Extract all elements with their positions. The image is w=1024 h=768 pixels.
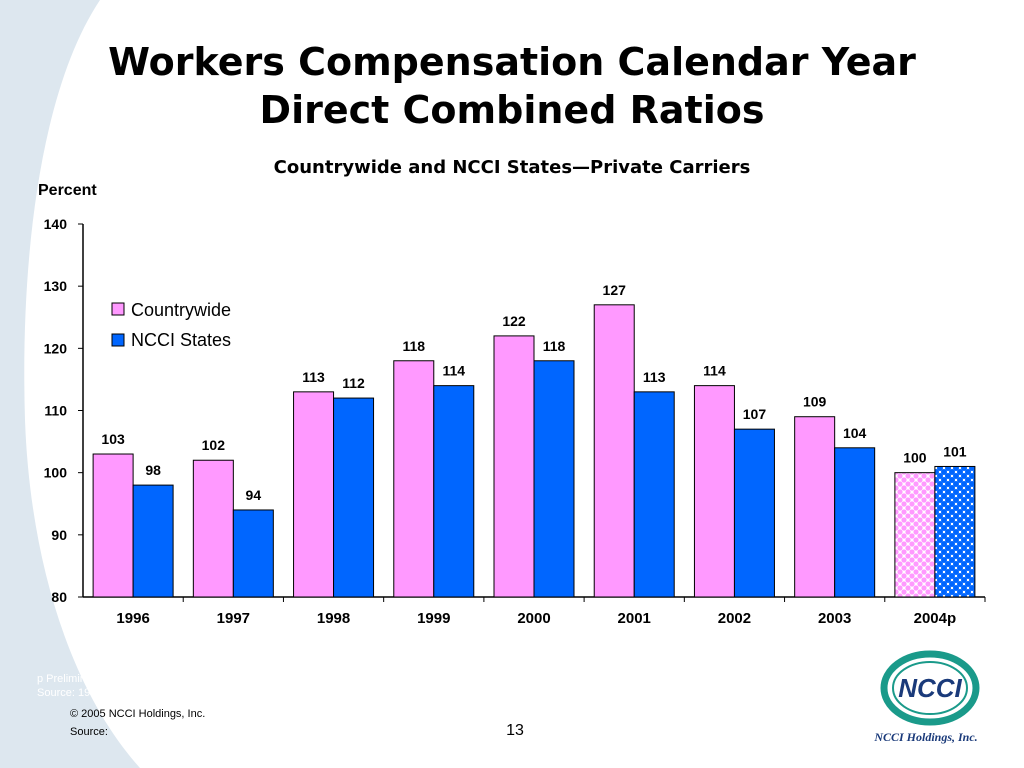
bar-ncci-states bbox=[232, 509, 274, 598]
x-tick-label: 1998 bbox=[317, 610, 350, 627]
data-label: 113 bbox=[643, 369, 666, 385]
data-label: 101 bbox=[943, 443, 967, 459]
chart-subtitle: Countrywide and NCCI States—Private Carr… bbox=[273, 157, 751, 178]
bar-countrywide bbox=[493, 335, 535, 598]
bar-ncci-states bbox=[733, 428, 775, 598]
y-tick-label: 90 bbox=[51, 527, 67, 543]
x-tick-label: 2004p bbox=[914, 610, 957, 627]
page-title: Workers Compensation Calendar Year Direc… bbox=[0, 38, 1024, 134]
data-label: 107 bbox=[743, 406, 767, 422]
data-label: 94 bbox=[246, 487, 262, 503]
bar-chart: Percent 80 90 100 110 120 130 140 1996 103 98 1997… bbox=[38, 182, 986, 627]
bar-ncci-states bbox=[633, 391, 675, 598]
title-line-1: Workers Compensation Calendar Year bbox=[108, 40, 916, 84]
y-tick-label: 110 bbox=[44, 403, 67, 419]
data-label: 122 bbox=[502, 313, 526, 329]
source-label: Source: bbox=[70, 726, 108, 738]
data-label: 103 bbox=[101, 431, 125, 447]
x-tick-label: 1996 bbox=[116, 610, 149, 627]
data-label: 118 bbox=[402, 338, 425, 354]
data-label: 104 bbox=[843, 425, 867, 441]
bar-ncci-states bbox=[333, 397, 375, 598]
data-label: 109 bbox=[803, 394, 827, 410]
bar-countrywide bbox=[293, 391, 335, 598]
bar-ncci-states bbox=[934, 465, 976, 598]
x-tick-label: 2001 bbox=[618, 610, 651, 627]
x-tick-label: 2000 bbox=[517, 610, 550, 627]
bar-countrywide bbox=[894, 472, 936, 598]
bar-ncci-states bbox=[533, 360, 575, 598]
footnote-source: Source: 1996-2003, Best's Aggregates & A… bbox=[37, 687, 354, 699]
data-label: 112 bbox=[342, 375, 365, 391]
data-label: 114 bbox=[442, 363, 465, 379]
data-label: 98 bbox=[145, 462, 161, 478]
y-tick-label: 130 bbox=[44, 278, 68, 294]
data-label: 102 bbox=[202, 437, 226, 453]
bar-countrywide bbox=[92, 453, 134, 598]
x-tick-label: 2002 bbox=[718, 610, 751, 627]
y-tick-label: 80 bbox=[51, 589, 67, 605]
legend-label-countrywide: Countrywide bbox=[131, 300, 231, 320]
bar-ncci-states bbox=[132, 484, 174, 598]
data-label: 113 bbox=[302, 369, 325, 385]
bar-countrywide bbox=[794, 416, 836, 598]
chart-legend: Countrywide NCCI States bbox=[111, 300, 231, 350]
legend-swatch-countrywide bbox=[111, 302, 125, 316]
x-tick-label: 1997 bbox=[217, 610, 250, 627]
title-line-2: Direct Combined Ratios bbox=[259, 88, 765, 132]
y-tick-label: 100 bbox=[44, 465, 68, 481]
bar-countrywide bbox=[593, 304, 635, 598]
x-tick-label: 2003 bbox=[818, 610, 851, 627]
bar-countrywide bbox=[393, 360, 435, 598]
data-label: 100 bbox=[903, 450, 927, 466]
legend-label-ncci-states: NCCI States bbox=[131, 330, 231, 350]
data-label: 118 bbox=[543, 338, 566, 354]
data-label: 114 bbox=[703, 363, 726, 379]
data-label: 127 bbox=[603, 282, 627, 298]
page-number: 13 bbox=[506, 722, 524, 739]
x-tick-label: 1999 bbox=[417, 610, 450, 627]
copyright: © 2005 NCCI Holdings, Inc. bbox=[70, 708, 206, 720]
y-tick-label: 120 bbox=[44, 340, 68, 356]
legend-swatch-ncci-states bbox=[111, 333, 125, 347]
ncci-logo-text: NCCI bbox=[898, 673, 962, 703]
bar-countrywide bbox=[192, 459, 234, 598]
bar-countrywide bbox=[693, 385, 735, 598]
ncci-logo: NCCI bbox=[880, 650, 980, 726]
y-tick-label: 140 bbox=[44, 216, 68, 232]
footnote: p Preliminary Source: 1996-2003, Best's … bbox=[37, 672, 354, 700]
bar-ncci-states bbox=[433, 385, 475, 598]
company-name: NCCI Holdings, Inc. bbox=[874, 730, 978, 744]
y-axis-label: Percent bbox=[38, 182, 97, 199]
bar-ncci-states bbox=[834, 447, 876, 598]
footnote-preliminary: p Preliminary bbox=[37, 673, 102, 685]
